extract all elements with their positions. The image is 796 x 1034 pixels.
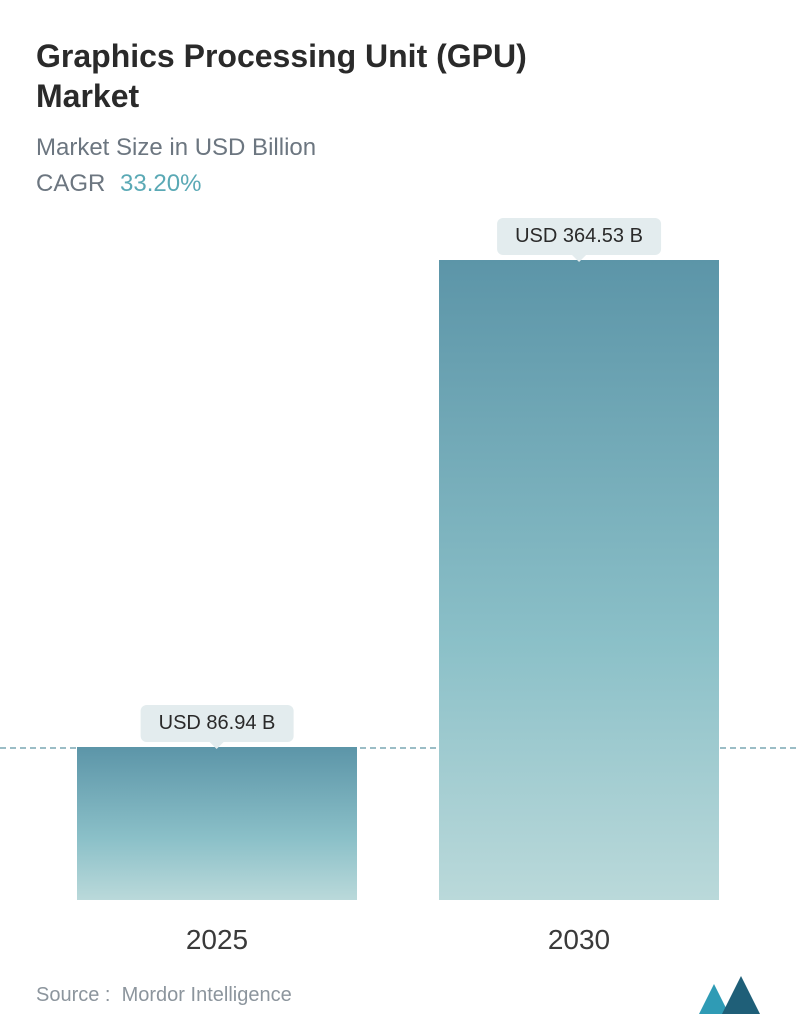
x-axis-labels: 2025 2030 — [36, 924, 760, 956]
bar-wrap: USD 364.53 B — [439, 260, 719, 900]
chart-subtitle: Market Size in USD Billion — [36, 134, 760, 162]
source-label: Source : — [36, 984, 110, 1006]
value-badge: USD 364.53 B — [497, 218, 661, 255]
bar: USD 86.94 B — [77, 747, 357, 900]
bars-group: USD 86.94 B USD 364.53 B — [36, 212, 760, 900]
x-label: 2030 — [439, 924, 719, 956]
value-badge: USD 86.94 B — [141, 705, 294, 742]
bar-wrap: USD 86.94 B — [77, 747, 357, 900]
bar: USD 364.53 B — [439, 260, 719, 900]
chart-container: Graphics Processing Unit (GPU) Market Ma… — [0, 0, 796, 1034]
cagr-value: 33.20% — [120, 170, 201, 197]
cagr-row: CAGR 33.20% — [36, 170, 760, 198]
chart-plot-area: USD 86.94 B USD 364.53 B 2025 2030 — [36, 212, 760, 970]
cagr-label: CAGR — [36, 170, 105, 197]
chart-title: Graphics Processing Unit (GPU) Market — [36, 36, 596, 116]
chart-footer: Source : Mordor Intelligence — [36, 970, 760, 1014]
source-name: Mordor Intelligence — [122, 984, 292, 1006]
x-label: 2025 — [77, 924, 357, 956]
brand-logo-icon — [699, 976, 760, 1014]
source-text: Source : Mordor Intelligence — [36, 984, 292, 1007]
